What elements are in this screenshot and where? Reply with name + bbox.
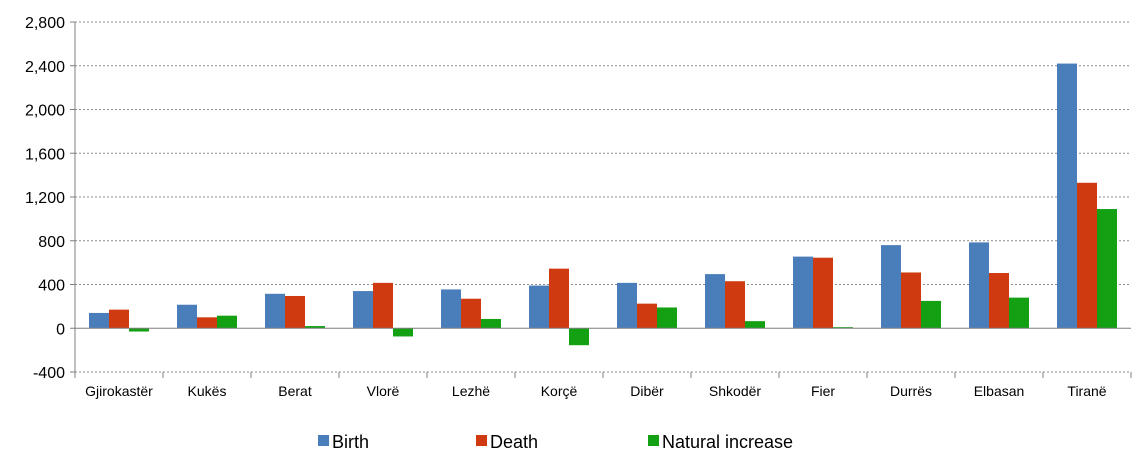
x-tick-label: Elbasan bbox=[974, 383, 1025, 399]
bar-death bbox=[813, 257, 833, 329]
bar-natural-increase bbox=[833, 327, 853, 329]
y-tick-label: -400 bbox=[33, 365, 65, 382]
x-axis-ticks: Gjirokastër Kukës Berat Vlorë Lezhë Korçë Dibë… bbox=[74, 372, 1132, 399]
bar-birth bbox=[353, 291, 373, 329]
y-tick-label: 1,200 bbox=[25, 190, 65, 207]
bar-natural-increase bbox=[657, 307, 677, 329]
bar-natural-increase bbox=[481, 318, 501, 329]
x-tick-label: Dibër bbox=[630, 383, 664, 399]
x-tick-label: Shkodër bbox=[709, 383, 761, 399]
bar-death bbox=[725, 281, 745, 329]
bar-death bbox=[109, 309, 129, 329]
bar-death bbox=[285, 295, 305, 329]
bar-death bbox=[637, 303, 657, 329]
x-tick-label: Korçë bbox=[541, 383, 578, 399]
bar-death bbox=[373, 282, 393, 329]
bar-natural-increase bbox=[217, 315, 237, 329]
legend-label: Natural increase bbox=[662, 432, 793, 450]
legend-label: Birth bbox=[332, 432, 369, 450]
bar-birth bbox=[89, 312, 109, 329]
x-tick-label: Fier bbox=[811, 383, 835, 399]
bar-natural-increase bbox=[1097, 209, 1117, 329]
bar-birth bbox=[177, 304, 197, 329]
bar-natural-increase bbox=[921, 300, 941, 329]
bar-natural-increase bbox=[305, 326, 325, 329]
y-tick-label: 2,800 bbox=[25, 15, 65, 32]
bar-birth bbox=[441, 289, 461, 329]
legend-swatch bbox=[476, 435, 487, 446]
bar-natural-increase bbox=[1009, 297, 1029, 329]
y-tick-label: 2,000 bbox=[25, 103, 65, 120]
x-tick-label: Berat bbox=[278, 383, 312, 399]
gridlines bbox=[75, 21, 1131, 373]
bar-birth bbox=[705, 274, 725, 329]
bar-birth bbox=[529, 285, 549, 329]
x-tick-label: Kukës bbox=[188, 383, 227, 399]
legend-swatch bbox=[318, 435, 329, 446]
bar-birth bbox=[617, 282, 637, 329]
legend: Birth Death Natural increase bbox=[318, 432, 793, 450]
y-tick-label: 1,600 bbox=[25, 146, 65, 163]
x-tick-label: Durrës bbox=[890, 383, 932, 399]
bar-birth bbox=[793, 256, 813, 329]
bar-natural-increase bbox=[745, 321, 765, 329]
bars bbox=[89, 63, 1117, 346]
x-tick-label: Vlorë bbox=[367, 383, 400, 399]
y-tick-label: 0 bbox=[56, 321, 65, 338]
bar-birth bbox=[969, 242, 989, 329]
x-tick-label: Lezhë bbox=[452, 383, 490, 399]
bar-death bbox=[197, 317, 217, 329]
bar-natural-increase bbox=[569, 328, 589, 346]
y-tick-label: 400 bbox=[38, 278, 65, 295]
bar-death bbox=[549, 268, 569, 329]
bar-natural-increase bbox=[393, 328, 413, 337]
bar-natural-increase bbox=[129, 328, 149, 332]
bar-death bbox=[901, 272, 921, 329]
bar-birth bbox=[1057, 63, 1077, 329]
y-axis-ticks: 2,800 2,400 2,000 1,600 1,200 800 400 0 -400 bbox=[25, 15, 75, 382]
bar-birth bbox=[265, 293, 285, 329]
legend-swatch bbox=[648, 435, 659, 446]
y-tick-label: 800 bbox=[38, 234, 65, 251]
bar-death bbox=[989, 273, 1009, 329]
bar-birth bbox=[881, 245, 901, 329]
bar-death bbox=[461, 298, 481, 329]
x-tick-label: Tiranë bbox=[1067, 383, 1106, 399]
bar-death bbox=[1077, 182, 1097, 329]
y-tick-label: 2,400 bbox=[25, 59, 65, 76]
axes bbox=[74, 22, 1131, 372]
legend-label: Death bbox=[490, 432, 538, 450]
x-tick-label: Gjirokastër bbox=[85, 383, 153, 399]
